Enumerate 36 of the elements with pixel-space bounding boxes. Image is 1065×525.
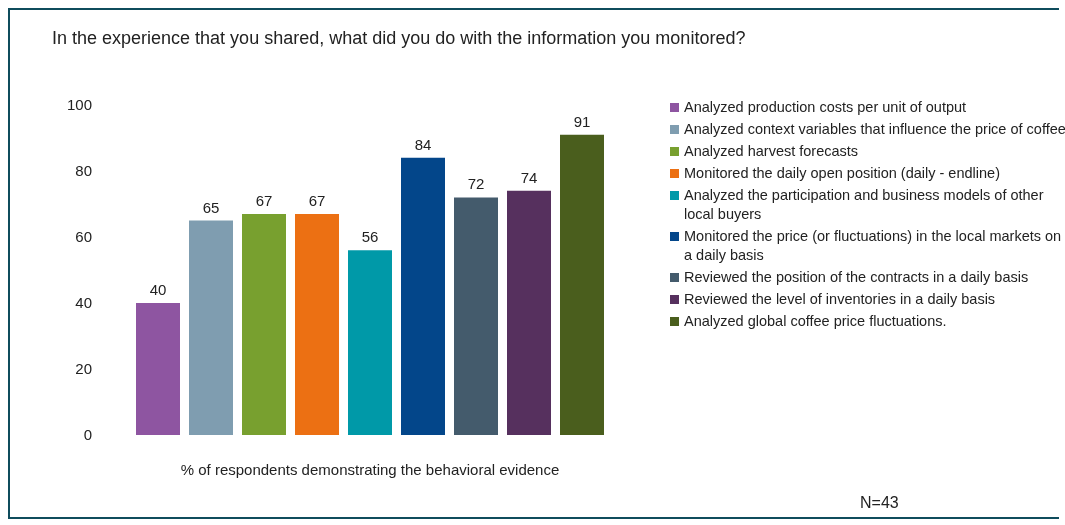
data-label: 67: [308, 191, 326, 209]
bar: [454, 197, 498, 435]
legend-label: Analyzed global coffee price fluctuations.: [684, 312, 947, 331]
y-tick-label: 0: [83, 426, 92, 444]
data-label: 65: [202, 198, 220, 216]
data-label: 74: [520, 168, 538, 186]
data-label: 91: [573, 112, 591, 130]
y-tick-label: 40: [75, 294, 92, 312]
data-label: 56: [361, 228, 379, 246]
chart-title: In the experience that you shared, what did you do with the information you monitored?: [52, 28, 746, 49]
bar: [507, 190, 551, 435]
y-tick-label: 80: [75, 162, 92, 180]
y-tick-label: 20: [75, 360, 92, 378]
legend-label: Monitored the price (or fluctuations) in the local markets on a daily basis: [684, 227, 1063, 265]
bar: [560, 134, 604, 435]
y-tick-label: 100: [66, 96, 92, 114]
y-tick-label: 60: [75, 228, 92, 246]
data-label: 72: [467, 175, 485, 193]
bar: [136, 303, 180, 435]
legend-label: Analyzed harvest forecasts: [684, 142, 859, 161]
legend-label: Analyzed context variables that influence the price of coffee: [684, 120, 1065, 139]
bar: [295, 213, 339, 435]
legend-label: Reviewed the position of the contracts in a daily basis: [684, 268, 1029, 287]
legend-label: Monitored the daily open position (daily - endline): [684, 164, 1000, 183]
legend-label: Reviewed the level of inventories in a daily basis: [684, 290, 996, 309]
legend-label: Analyzed the participation and business models of other local buyers: [684, 186, 1045, 224]
text: N=43: [860, 494, 899, 512]
data-label: 40: [149, 281, 167, 298]
bar: [189, 220, 233, 435]
data-label: 67: [255, 191, 273, 209]
x-axis-title: % of respondents demonstrating the behavioral evidence: [180, 461, 560, 478]
legend-label: Analyzed production costs per unit of output: [684, 98, 967, 117]
bar: [401, 157, 445, 435]
data-label: 84: [414, 135, 432, 153]
bar: [242, 213, 286, 435]
bar: [348, 250, 392, 435]
